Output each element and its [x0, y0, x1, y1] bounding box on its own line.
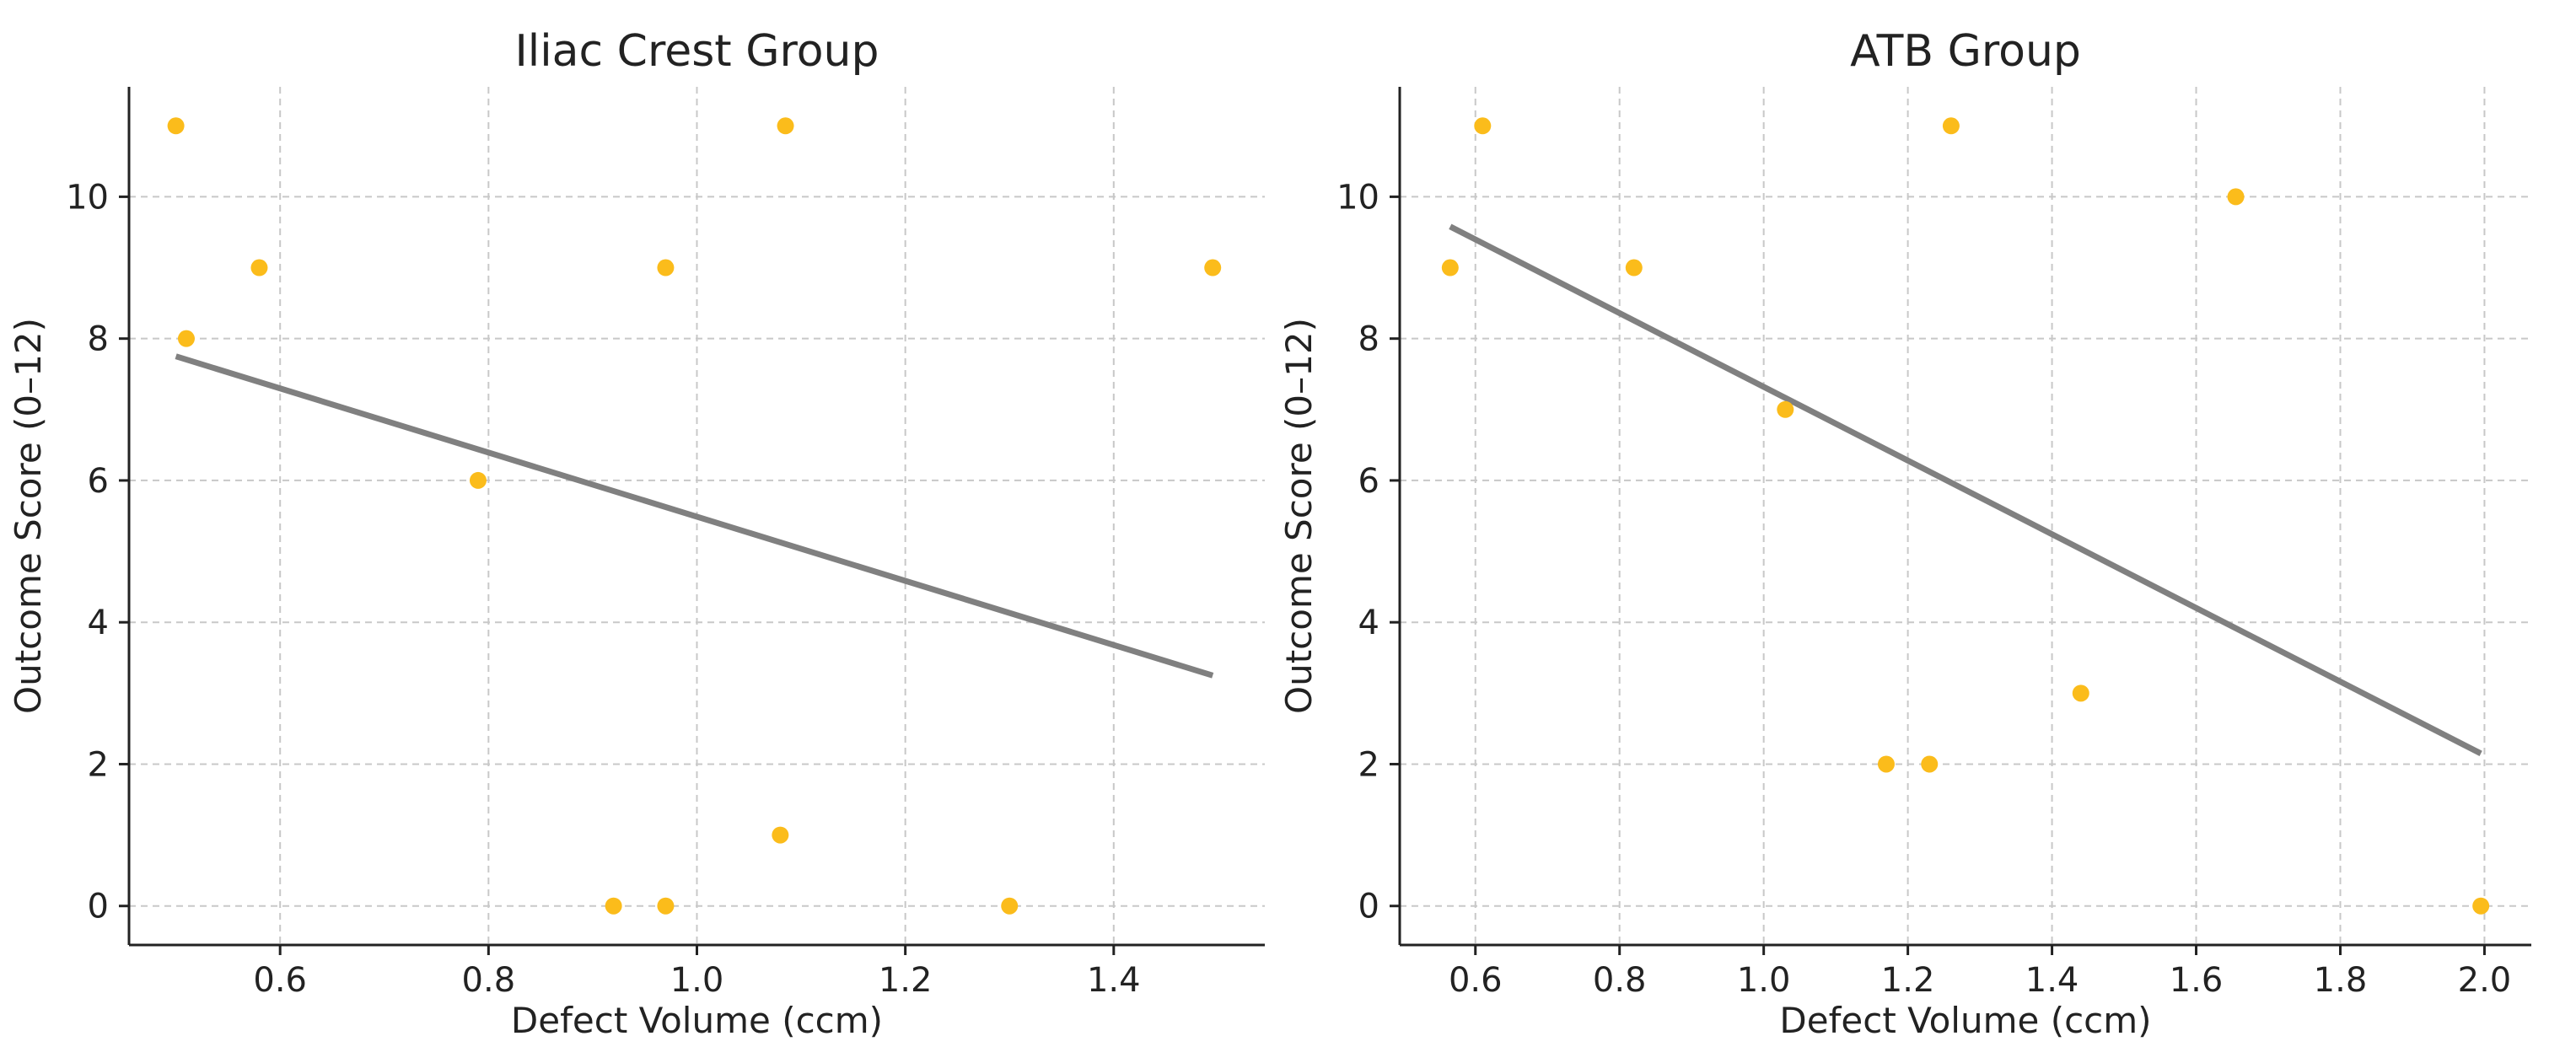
- data-point: [777, 117, 794, 135]
- chart-panel-1: 0.6 0.8 1.0 1.2 1.4 0 2 4 6 8 10 Iliac Crest Group D…: [8, 26, 1265, 1041]
- data-point: [1204, 259, 1222, 276]
- x-tick-label: 1.6: [2170, 961, 2224, 1000]
- data-point: [1942, 117, 1960, 135]
- x-tick-label: 1.2: [879, 961, 933, 1000]
- x-tick-label: 1.4: [1087, 961, 1141, 1000]
- x-tick-label: 1.0: [1737, 961, 1791, 1000]
- x-tick-label: 0.6: [1449, 961, 1503, 1000]
- x-tick-label: 0.8: [1593, 961, 1647, 1000]
- data-point: [2472, 897, 2490, 915]
- x-tick-label: 1.2: [1881, 961, 1935, 1000]
- x-axis-label: Defect Volume (ccm): [1779, 1000, 2151, 1041]
- data-point: [1625, 259, 1643, 276]
- y-tick-label: 4: [88, 604, 109, 642]
- y-tick-label: 2: [88, 745, 109, 784]
- x-tick-label: 1.4: [2025, 961, 2079, 1000]
- y-axis-label: Outcome Score (0–12): [8, 318, 49, 714]
- data-point: [1777, 400, 1794, 418]
- y-tick-label: 6: [1358, 462, 1379, 501]
- y-tick-label: 8: [88, 320, 109, 359]
- y-tick-label: 0: [1358, 888, 1379, 926]
- x-axis-label: Defect Volume (ccm): [511, 1000, 883, 1041]
- y-tick-label: 6: [88, 462, 109, 501]
- data-point: [177, 330, 195, 347]
- data-point: [1921, 755, 1939, 773]
- y-tick-label: 8: [1358, 320, 1379, 359]
- x-tick-label: 1.0: [670, 961, 724, 1000]
- x-tick-label: 0.8: [462, 961, 516, 1000]
- data-point: [605, 897, 622, 915]
- chart-title: Iliac Crest Group: [514, 26, 879, 77]
- data-point: [250, 259, 268, 276]
- data-point: [772, 826, 789, 844]
- data-point: [1877, 755, 1895, 773]
- data-point: [1441, 259, 1459, 276]
- data-point: [1474, 117, 1492, 135]
- y-tick-label: 0: [88, 888, 109, 926]
- y-tick-label: 10: [66, 178, 109, 217]
- y-tick-label: 4: [1358, 604, 1379, 642]
- data-point: [657, 259, 675, 276]
- data-point: [2227, 188, 2245, 206]
- trendline: [175, 353, 1214, 679]
- x-tick-label: 1.8: [2314, 961, 2368, 1000]
- chart-panel-2: 0.6 0.8 1.0 1.2 1.4 1.6 1.8 2.0 0 2 4 6 8 10 ATB Group…: [1278, 26, 2531, 1041]
- data-point: [657, 897, 675, 915]
- data-point: [1001, 897, 1019, 915]
- x-tick-label: 0.6: [253, 961, 307, 1000]
- y-tick-label: 10: [1336, 178, 1379, 217]
- y-axis-label: Outcome Score (0–12): [1278, 318, 1320, 714]
- x-tick-label: 2.0: [2458, 961, 2512, 1000]
- trendline: [1449, 223, 2482, 756]
- data-point: [2072, 685, 2089, 702]
- y-tick-label: 2: [1358, 745, 1379, 784]
- data-point: [469, 471, 487, 489]
- data-point: [167, 117, 185, 135]
- chart-title: ATB Group: [1850, 26, 2081, 77]
